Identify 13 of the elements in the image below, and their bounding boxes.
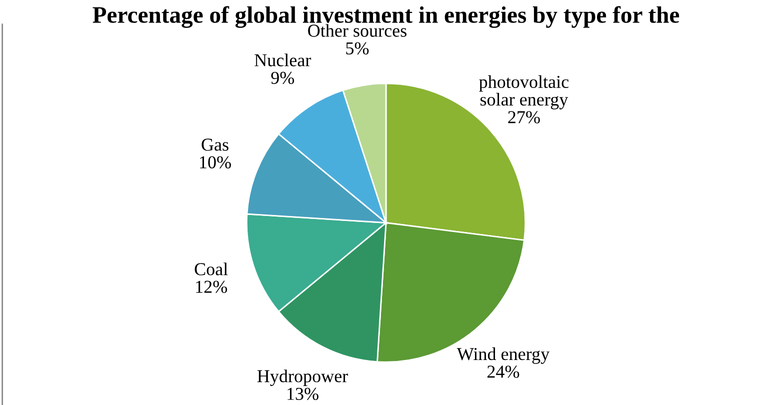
slice-label: Hydropower	[257, 370, 348, 386]
data-label: 24%	[487, 366, 520, 378]
slice-label: Nuclear	[254, 54, 312, 66]
data-label: 9%	[271, 72, 294, 84]
data-label: 13%	[288, 388, 318, 400]
slice-label: Gas	[202, 138, 228, 151]
data-label: 5%	[346, 42, 369, 55]
data-label: 12%	[196, 280, 228, 293]
slice-label: photovoltaic solar energy	[479, 75, 569, 110]
data-label: 10%	[200, 156, 231, 168]
data-label: 27%	[508, 111, 540, 124]
slice-label: Coal	[194, 262, 228, 276]
slice-label: Wind energy	[456, 347, 550, 364]
